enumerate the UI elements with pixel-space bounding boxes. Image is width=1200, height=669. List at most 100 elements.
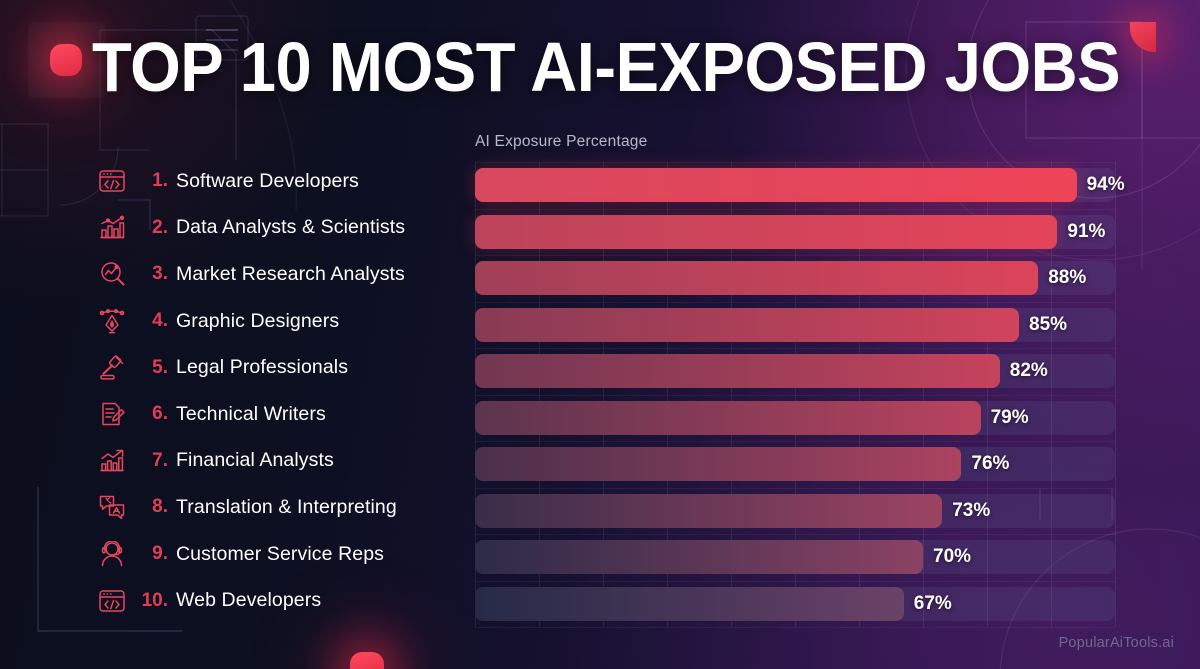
watermark: PopularAiTools.ai bbox=[1058, 635, 1174, 651]
gridline-horizontal bbox=[475, 394, 1115, 396]
chart-bar[interactable] bbox=[475, 447, 962, 482]
headset-agent-icon bbox=[92, 538, 132, 570]
list-item-label: Web Developers bbox=[176, 589, 322, 612]
gridline-horizontal bbox=[475, 580, 1115, 582]
list-item[interactable]: 8. Translation & Interpreting bbox=[92, 484, 464, 531]
gridline-vertical bbox=[475, 162, 476, 627]
chart-bar-value-label: 73% bbox=[952, 499, 991, 521]
chart-gridlines bbox=[475, 162, 1116, 628]
bar-chart-trend-icon bbox=[92, 212, 132, 244]
list-item-rank: 10. bbox=[141, 589, 168, 611]
chart-bar[interactable] bbox=[475, 400, 981, 435]
list-item-rank: 7. bbox=[152, 449, 168, 471]
page-title: TOP 10 MOST AI-EXPOSED JOBS bbox=[92, 28, 1121, 106]
list-item-label: Legal Professionals bbox=[176, 356, 349, 379]
chart-bar-value-label: 70% bbox=[933, 546, 972, 568]
list-item-label: Data Analysts & Scientists bbox=[176, 216, 406, 239]
bar-chart: AI Exposure Percentage 94% 91% 88% 85% 82% 79… bbox=[475, 133, 1125, 628]
chart-bar-value-label: 85% bbox=[1029, 313, 1068, 335]
gridline-vertical bbox=[795, 162, 796, 627]
list-item-rank: 4. bbox=[152, 310, 168, 332]
list-item-label: Technical Writers bbox=[176, 402, 326, 425]
list-item-label: Market Research Analysts bbox=[176, 262, 405, 285]
list-item[interactable]: 6. Technical Writers bbox=[92, 391, 464, 438]
chart-bar[interactable] bbox=[475, 261, 1039, 296]
chart-bar-row: 94% bbox=[475, 168, 1125, 203]
list-item-rank: 8. bbox=[152, 496, 168, 518]
gridline-horizontal bbox=[475, 627, 1115, 628]
list-item-rank: 5. bbox=[152, 356, 168, 378]
chart-axis-label: AI Exposure Percentage bbox=[475, 133, 648, 150]
list-item[interactable]: 9. Customer Service Reps bbox=[92, 531, 464, 578]
chart-bar-value-label: 79% bbox=[990, 406, 1029, 428]
gridline-vertical bbox=[1051, 162, 1052, 627]
gridline-vertical bbox=[539, 162, 540, 627]
gridline-horizontal bbox=[475, 534, 1115, 535]
chart-bar-value-label: 82% bbox=[1009, 360, 1048, 382]
gridline-horizontal bbox=[475, 441, 1115, 442]
pen-tool-icon bbox=[92, 305, 132, 337]
chart-bar-row: 88% bbox=[475, 261, 1115, 296]
gavel-icon bbox=[92, 352, 132, 384]
gridline-horizontal bbox=[475, 301, 1115, 303]
code-window-icon bbox=[92, 585, 132, 617]
list-item[interactable]: 4. Graphic Designers bbox=[92, 298, 464, 345]
gridline-vertical bbox=[987, 162, 988, 627]
chart-bar-value-label: 88% bbox=[1048, 267, 1087, 289]
list-item[interactable]: 3. Market Research Analysts bbox=[92, 251, 464, 298]
chart-bar-row: 85% bbox=[475, 307, 1115, 342]
gridline-horizontal bbox=[475, 208, 1115, 210]
chart-bar-row: 70% bbox=[475, 540, 1115, 575]
gridline-horizontal bbox=[475, 162, 1115, 163]
list-item-label: Software Developers bbox=[176, 169, 359, 192]
chart-bar-value-label: 76% bbox=[971, 453, 1010, 475]
chart-bar[interactable] bbox=[475, 214, 1058, 249]
gridline-vertical bbox=[667, 162, 668, 627]
list-item-rank: 6. bbox=[152, 403, 168, 425]
job-list: 1. Software Developers 2. Data Analysts & S… bbox=[92, 158, 464, 624]
list-item[interactable]: 1. Software Developers bbox=[92, 158, 464, 205]
gridline-vertical bbox=[603, 162, 604, 627]
list-item[interactable]: 7. Financial Analysts bbox=[92, 438, 464, 485]
list-item-rank: 2. bbox=[152, 216, 168, 238]
gridline-vertical bbox=[859, 162, 860, 627]
list-item-rank: 1. bbox=[152, 170, 168, 192]
list-item[interactable]: 10. Web Developers bbox=[92, 577, 464, 624]
list-item-label: Financial Analysts bbox=[176, 449, 334, 472]
gridline-horizontal bbox=[475, 487, 1115, 489]
chart-plot-area: 94% 91% 88% 85% 82% 79% 76% 73% 70% 67% bbox=[475, 162, 1125, 628]
glowing-red-square-top-left bbox=[50, 44, 82, 76]
chart-bar[interactable] bbox=[475, 540, 923, 575]
chart-bar-value-label: 67% bbox=[913, 592, 952, 614]
chart-bar[interactable] bbox=[475, 354, 1000, 389]
magnifier-chart-icon bbox=[92, 258, 132, 290]
list-item-label: Graphic Designers bbox=[176, 309, 340, 332]
red-quarter-shape-top-right bbox=[1130, 22, 1156, 52]
list-item[interactable]: 5. Legal Professionals bbox=[92, 344, 464, 391]
code-window-icon bbox=[92, 165, 132, 197]
list-item-label: Customer Service Reps bbox=[176, 542, 385, 565]
chart-bar[interactable] bbox=[475, 586, 904, 621]
gridline-horizontal bbox=[475, 348, 1115, 349]
list-item[interactable]: 2. Data Analysts & Scientists bbox=[92, 205, 464, 252]
growth-arrow-chart-icon bbox=[92, 445, 132, 477]
chart-bar-row: 82% bbox=[475, 354, 1115, 389]
list-item-label: Translation & Interpreting bbox=[176, 495, 397, 518]
list-item-rank: 3. bbox=[152, 263, 168, 285]
gridline-horizontal bbox=[475, 255, 1115, 256]
chart-bar-row: 67% bbox=[475, 586, 1115, 621]
translate-bubbles-icon bbox=[92, 491, 132, 523]
chart-bar[interactable] bbox=[475, 493, 943, 528]
chart-bar-row: 76% bbox=[475, 447, 1115, 482]
list-item-rank: 9. bbox=[152, 543, 168, 565]
chart-bar-row: 79% bbox=[475, 400, 1115, 435]
gridline-vertical bbox=[923, 162, 924, 627]
chart-bar[interactable] bbox=[475, 307, 1019, 342]
document-pencil-icon bbox=[92, 398, 132, 430]
gridline-vertical bbox=[731, 162, 732, 627]
chart-bar-row: 91% bbox=[475, 214, 1115, 249]
chart-bar-value-label: 91% bbox=[1067, 220, 1106, 242]
chart-bar[interactable] bbox=[475, 168, 1077, 203]
gridline-vertical bbox=[1115, 162, 1116, 627]
